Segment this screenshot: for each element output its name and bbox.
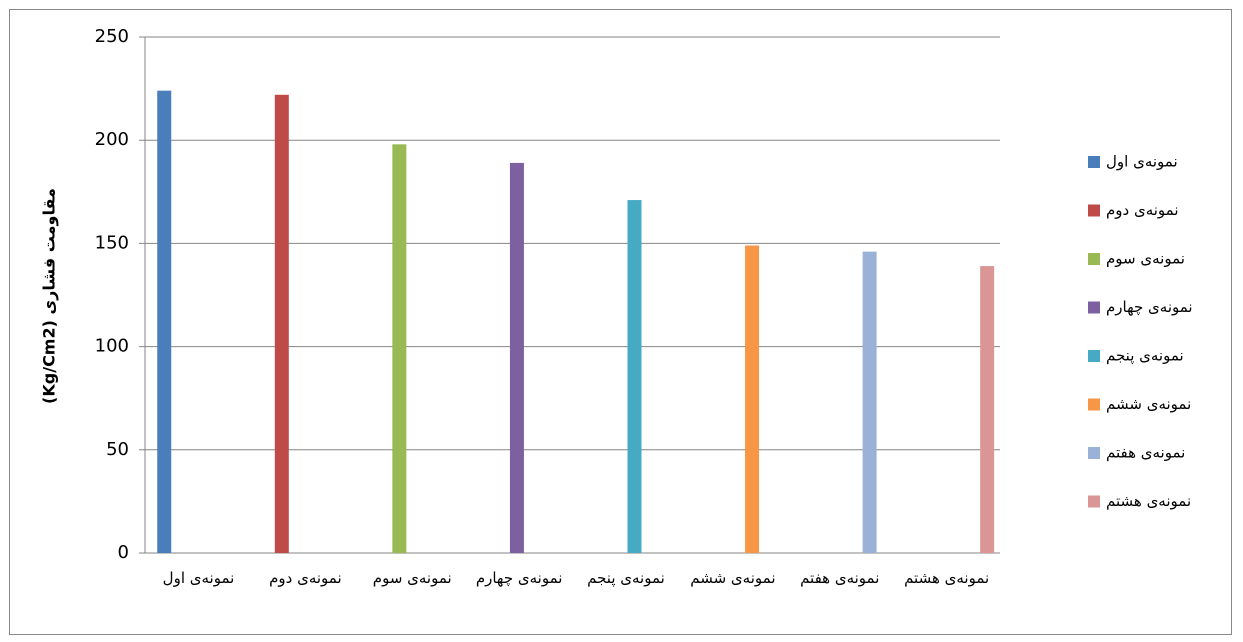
y-tick-label: 0: [118, 542, 129, 563]
legend-swatch: [1088, 301, 1100, 314]
bar: [274, 94, 289, 554]
x-tick-label: نمونه‌ی چهارم: [475, 569, 563, 587]
bar: [980, 266, 995, 553]
x-tick-label: نمونه‌ی ششم: [690, 569, 776, 587]
bar: [627, 200, 642, 553]
x-tick-label: نمونه‌ی هفتم: [800, 569, 880, 587]
y-axis-title: مقاومت فشاری (Kg/Cm2): [40, 188, 59, 404]
y-tick-label: 50: [106, 439, 129, 460]
bar: [157, 90, 172, 553]
legend-swatch: [1088, 350, 1100, 362]
x-tick-label: نمونه‌ی اول: [162, 569, 235, 587]
legend-swatch: [1088, 204, 1100, 217]
x-tick-label: نمونه‌ی دوم: [269, 569, 342, 587]
bar: [862, 251, 877, 553]
legend-swatch: [1088, 253, 1100, 265]
legend-label: نمونه‌ی پنجم: [1106, 347, 1184, 366]
y-tick-label: 200: [95, 129, 129, 150]
legend-label: نمونه‌ی هشتم: [1106, 492, 1191, 510]
bar: [745, 245, 760, 554]
y-tick-label: 150: [95, 232, 129, 253]
y-tick-label: 100: [95, 336, 129, 357]
legend-label: نمونه‌ی دوم: [1106, 201, 1179, 219]
x-tick-label: نمونه‌ی هشتم: [904, 569, 990, 587]
legend-label: نمونه‌ی سوم: [1106, 250, 1185, 268]
x-tick-label: نمونه‌ی پنجم: [587, 569, 665, 587]
y-tick-label: 250: [95, 26, 129, 47]
x-tick-label: نمونه‌ی سوم: [372, 569, 452, 587]
bar: [392, 144, 407, 553]
legend-swatch: [1088, 398, 1100, 411]
bar: [509, 162, 524, 554]
legend-swatch: [1088, 495, 1100, 508]
legend-label: نمونه‌ی اول: [1106, 153, 1178, 171]
legend-label: نمونه‌ی ششم: [1106, 395, 1191, 413]
legend-swatch: [1088, 156, 1100, 168]
legend-label: نمونه‌ی هفتم: [1106, 444, 1185, 462]
chart-border: [9, 9, 1232, 635]
legend-label: نمونه‌ی چهارم: [1106, 298, 1193, 316]
legend-swatch: [1088, 447, 1100, 459]
